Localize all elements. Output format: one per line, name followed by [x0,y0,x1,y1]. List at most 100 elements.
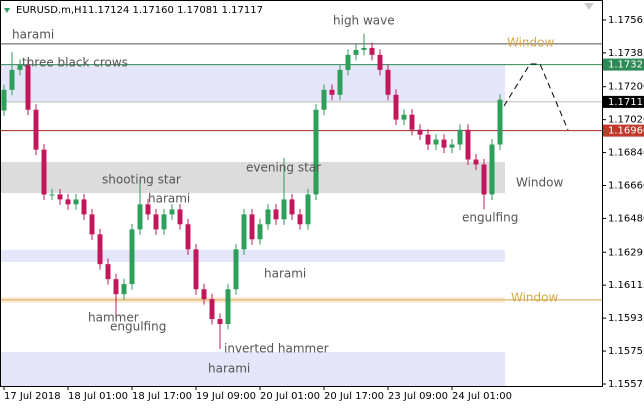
candle-body [113,279,119,295]
candle-body [497,99,503,145]
candle-body [417,129,423,135]
candle-body [401,114,407,120]
candle-body [305,194,311,225]
annotation: evening star [246,161,321,175]
zone [1,161,505,193]
candle-body [297,214,303,225]
icon [584,3,594,10]
candle-body [329,89,335,95]
y-tick-label: 1.16115 [608,280,644,291]
candle-body [385,69,391,95]
candle-body [313,109,319,195]
annotation: Window [511,291,559,305]
candle-body [49,194,55,196]
background-layer [1,43,602,386]
annotation: harami [208,362,250,376]
price-label: 1.17117 [608,97,644,108]
candle-body [145,204,151,215]
candle-body [465,129,471,160]
candle-body [57,194,63,200]
candle-body [225,289,231,324]
candle-body [209,299,215,320]
candle-body [393,94,399,120]
candle-body [361,47,367,50]
annotation: three black crows [22,56,128,70]
candle-body [345,54,351,70]
annotation: Window [516,176,564,190]
candle-body [73,199,79,205]
candle-body [217,319,223,324]
annotation: high wave [333,14,395,28]
annotation: engulfing [110,320,166,334]
zone [1,249,505,262]
annotation: shooting star [102,173,181,187]
price-label-box [603,95,644,108]
y-tick-label: 1.16295 [608,247,644,258]
candle-body [353,49,359,55]
candle-body [129,229,135,285]
candle-body [25,64,31,110]
annotation: harami [12,28,54,42]
symbol: EURUSD.m,H1 [16,5,88,16]
candle-body [241,214,247,250]
x-tick-label: 20 Jul 17:00 [324,391,384,402]
y-tick-label: 1.16480 [608,213,644,224]
zone [1,351,505,386]
candle-body [193,249,199,290]
x-tick-label: 17 Jul 2018 [4,391,61,402]
x-tick-label: 19 Jul 09:00 [196,391,256,402]
candle-body [137,204,143,230]
candle-body [457,129,463,145]
price-label: 1.16960 [608,126,644,137]
candle-body [257,224,263,240]
annotation: engulfing [462,211,518,225]
x-tick-label: 23 Jul 09:00 [388,391,448,402]
candle-body [177,209,183,225]
candle-body [33,109,39,150]
y-tick-label: 1.16660 [608,180,644,191]
y-tick-label: 1.17385 [608,48,644,59]
candle-body [105,264,111,280]
candle-body [481,164,487,195]
x-tick-label: 24 Jul 01:00 [452,391,512,402]
label-layer: 1.17565 1.17385 1.17200 1.17020 1.16840 1.166… [3,14,644,402]
candle-body [1,89,7,111]
candle-body [121,284,127,295]
candle-body [289,199,295,215]
zone [1,64,505,102]
candle-body [281,199,287,220]
y-tick-label: 1.15575 [608,379,644,390]
y-tick-label: 1.16840 [608,148,644,159]
x-tick-label: 18 Jul 17:00 [132,391,192,402]
candle-body [185,224,191,250]
candle-body [425,134,431,145]
candle-body [65,199,71,205]
annotation: Window [507,36,555,50]
y-tick-label: 1.15755 [608,346,644,357]
candle-body [153,214,159,230]
price-label-box [603,58,644,71]
annotation: hammer [88,311,139,325]
candle-body [489,144,495,195]
y-tick-label: 1.17020 [608,115,644,126]
candle-body [9,69,15,90]
quote: 1.17124 1.17160 1.17081 1.17117 [88,5,263,16]
annotation: harami [264,267,306,281]
annotation: inverted hammer [224,342,329,356]
candle-body [169,209,175,215]
candle-body [273,209,279,220]
candle-body [89,214,95,235]
candle-body [97,234,103,265]
candle-body [473,159,479,165]
x-tick-label: 18 Jul 01:00 [68,391,128,402]
candle-layer [1,33,503,350]
candle-body [201,289,207,300]
y-tick-label: 1.15935 [608,313,644,324]
annotation: harami [148,192,190,206]
y-tick-label: 1.17565 [608,15,644,26]
candle-body [449,144,455,148]
candle-body [249,214,255,240]
price-label-box [603,124,644,137]
